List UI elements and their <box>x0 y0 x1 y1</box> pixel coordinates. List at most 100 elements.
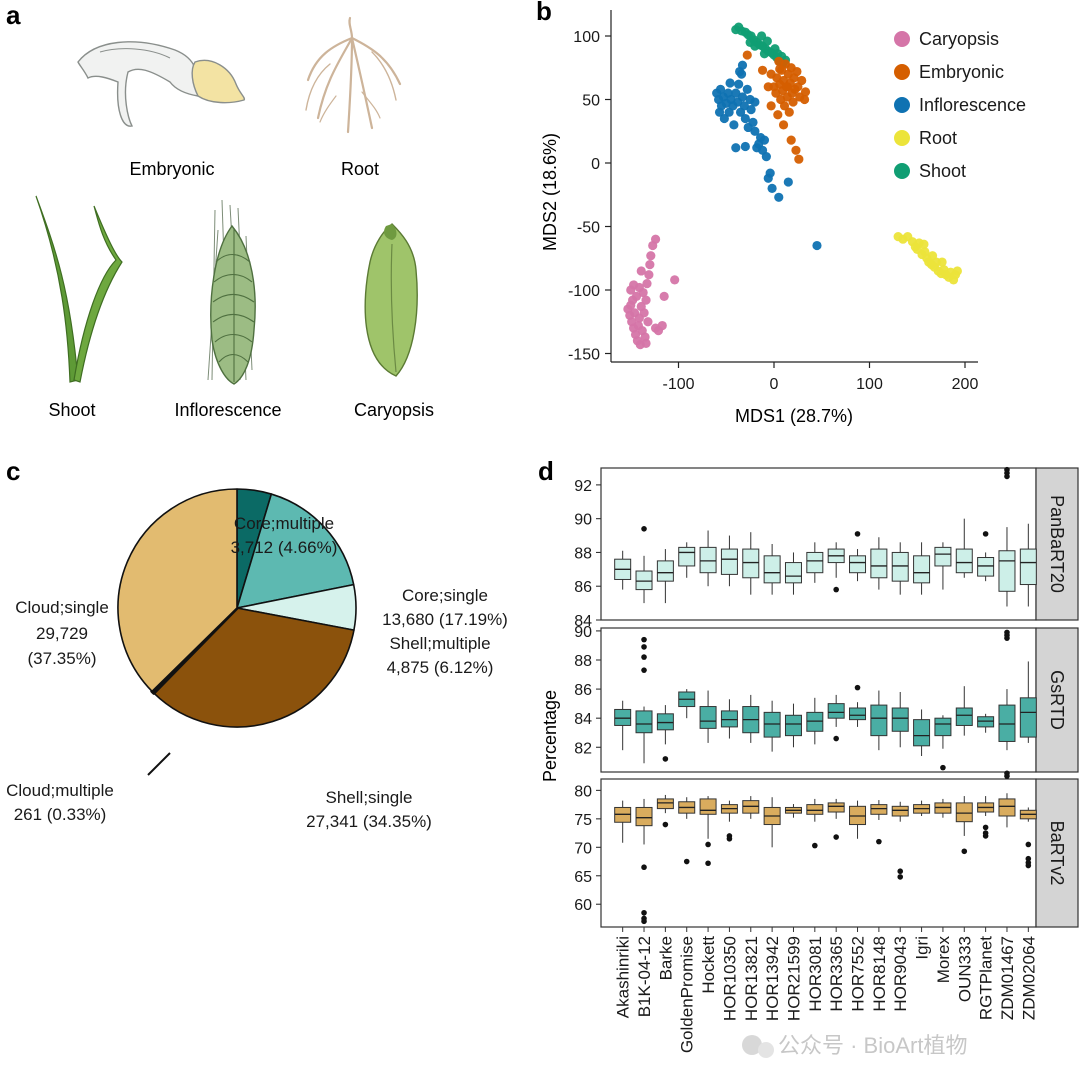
box-outlier <box>854 531 861 537</box>
box-body <box>891 805 909 817</box>
box-body <box>784 714 802 737</box>
mds-point <box>937 257 947 267</box>
mds-point <box>757 65 768 75</box>
mds-point <box>729 120 739 130</box>
legend-swatch-inflorescence <box>894 97 910 113</box>
mds-point <box>782 82 792 92</box>
mds-point <box>742 84 752 94</box>
mds-y-tick-label: 0 <box>591 156 600 173</box>
box-body <box>934 717 952 737</box>
box-outlier <box>662 756 669 762</box>
box-body <box>699 798 717 815</box>
box-panel-strip-label: BaRTv2 <box>1047 821 1067 886</box>
box-outlier <box>1025 855 1032 862</box>
box-body <box>614 708 632 726</box>
legend-swatch-shoot <box>894 163 910 179</box>
mds-point <box>750 41 760 51</box>
mds-point <box>812 240 822 251</box>
pie-slice-cloud-single <box>117 488 238 693</box>
box-body <box>955 548 973 574</box>
box-body <box>827 703 845 719</box>
box-body <box>656 798 674 810</box>
box-body <box>763 711 781 738</box>
label-caryopsis: Caryopsis <box>354 400 434 420</box>
label-shoot: Shoot <box>48 400 95 420</box>
pie-label-name: Shell;multiple <box>389 634 490 653</box>
legend-swatch-embryonic <box>894 64 910 80</box>
box-outlier <box>641 644 647 650</box>
box-hockett <box>699 690 717 743</box>
mds-point <box>734 79 744 89</box>
box-body <box>977 557 995 577</box>
box-oun333 <box>955 796 973 855</box>
box-x-tick-label: HOR7552 <box>849 936 868 1012</box>
box-zdm01467 <box>998 770 1016 828</box>
box-body <box>656 713 674 731</box>
box-outlier <box>705 841 711 848</box>
box-hor21599 <box>784 804 802 818</box>
mds-point <box>644 270 654 280</box>
box-y-tick-label: 90 <box>574 512 592 529</box>
legend-label-inflorescence: Inflorescence <box>919 95 1026 115</box>
mds-legend: Caryopsis Embryonic Inflorescence Root Shoot <box>894 29 1026 181</box>
mds-y-tick-label: -100 <box>568 283 600 300</box>
pie-label-count: 29,729 <box>36 624 88 643</box>
mds-point <box>799 94 810 105</box>
legend-label-embryonic: Embryonic <box>919 62 1004 82</box>
watermark-text: 公众号 · BioArt植物 <box>778 1033 967 1058</box>
mds-points <box>623 22 962 350</box>
mds-point <box>670 275 680 285</box>
pie-slices <box>117 488 357 728</box>
box-body <box>998 704 1016 742</box>
legend-label-shoot: Shoot <box>919 161 966 181</box>
mds-y-tick-label: 50 <box>582 93 600 110</box>
mds-series-embryonic <box>742 50 811 164</box>
box-goldenpromise <box>678 689 696 719</box>
box-outlier <box>662 821 669 828</box>
box-y-tick-label: 80 <box>574 783 592 800</box>
box-hockett <box>699 796 717 867</box>
box-body <box>678 546 696 567</box>
mds-point <box>735 66 745 77</box>
box-body <box>849 555 867 574</box>
box-akashinriki <box>614 550 632 590</box>
box-hor8148 <box>870 537 888 590</box>
mds-point <box>740 141 750 152</box>
box-x-tick-label: HOR9043 <box>891 936 910 1012</box>
pan-genome-pie-chart: Core;multiple 3,712 (4.66%) Core;single 13,… <box>6 488 508 831</box>
mds-point <box>646 251 656 261</box>
box-hor21599 <box>784 552 802 595</box>
box-body <box>913 719 931 747</box>
mds-point <box>756 31 767 41</box>
box-outlier <box>641 918 647 925</box>
mds-series-caryopsis <box>623 234 680 350</box>
box-panel-panbart20: PanBaRT20 84 86 88 90 92 <box>574 466 1079 630</box>
box-outlier <box>982 531 989 537</box>
box-x-tick-label: HOR13942 <box>763 936 782 1021</box>
box-panel-frame <box>600 627 1037 773</box>
box-body <box>699 706 717 729</box>
box-panel-frame <box>600 467 1037 621</box>
box-x-tick-label: B1K-04-12 <box>635 936 654 1017</box>
box-hor10350 <box>720 535 738 587</box>
mds-point <box>731 143 741 153</box>
box-y-tick-label: 82 <box>574 740 592 757</box>
mds-point <box>792 66 802 77</box>
mds-point <box>657 320 667 331</box>
box-y-tick-label: 84 <box>574 711 592 728</box>
box-outlier <box>897 868 904 875</box>
box-body <box>998 550 1016 592</box>
legend-label-root: Root <box>919 128 957 148</box>
mds-point <box>952 266 962 276</box>
box-x-tick-label: HOR21599 <box>784 936 803 1021</box>
box-outlier <box>641 864 647 871</box>
box-outlier <box>982 824 989 831</box>
mds-point <box>639 308 649 318</box>
box-panel-bartv2: BaRTv2 60 65 70 75 80 <box>574 770 1079 928</box>
box-outlier <box>1025 841 1032 848</box>
legend-label-caryopsis: Caryopsis <box>919 29 999 49</box>
box-x-tick-label: HOR13821 <box>742 936 761 1021</box>
label-embryonic: Embryonic <box>129 159 214 179</box>
box-b1k-04-12 <box>635 798 653 925</box>
